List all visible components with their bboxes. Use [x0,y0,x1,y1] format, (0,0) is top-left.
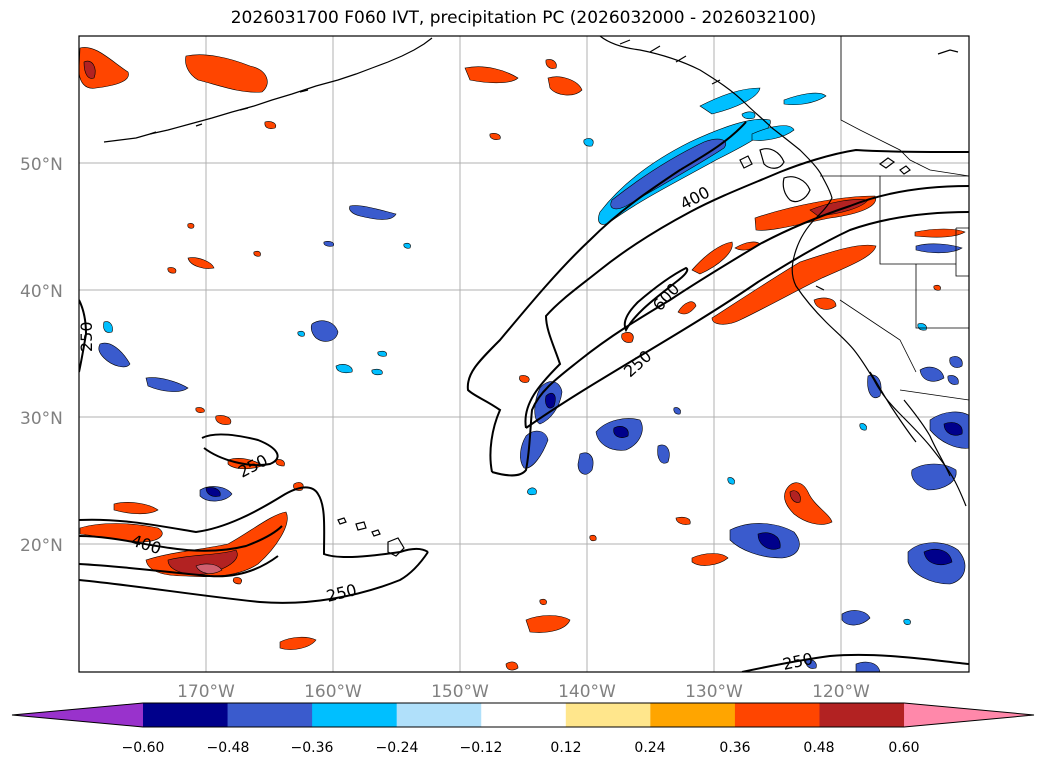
lat-label: 20°N [20,536,63,556]
colorbar-labels: −0.60 −0.48 −0.36 −0.24 −0.12 0.12 0.24 … [122,740,920,756]
colorbar-tick-label: 0.12 [550,740,581,756]
colorbar-segment [312,703,398,727]
colorbar-tick-label: −0.60 [122,740,165,756]
colorbar-tick-label: 0.36 [719,740,750,756]
political-borders [820,36,969,401]
lat-label: 40°N [20,282,63,302]
positive-precip-areas [79,47,966,671]
colorbar-tick-label: 0.48 [803,740,834,756]
longitude-labels: 170°W 160°W 150°W 140°W 130°W 120°W [177,682,870,702]
colorbar-segment [227,703,313,727]
colorbar-tick-label: 0.60 [888,740,919,756]
lon-label: 160°W [304,682,362,702]
lat-label: 50°N [20,155,63,175]
lon-label: 140°W [558,682,616,702]
colorbar-tick-label: −0.24 [376,740,419,756]
colorbar-tick-label: −0.48 [207,740,250,756]
colorbar-segment [819,703,905,727]
map-title: 2026031700 F060 IVT, precipitation PC (2… [230,8,817,28]
colorbar-tick-label: −0.36 [291,740,334,756]
ivt-contours [79,121,969,672]
lon-label: 150°W [431,682,489,702]
colorbar-outline [11,702,1035,728]
colorbar-segment [565,703,651,727]
lon-label: 120°W [812,682,870,702]
colorbar-tick-label: −0.12 [460,740,503,756]
colorbar-tick-label: 0.24 [634,740,665,756]
colorbar-segment [650,703,736,727]
negative-precip-areas [98,87,969,672]
coastlines [103,36,967,557]
colorbar-extend-high [904,703,1034,727]
lon-label: 170°W [177,682,235,702]
latitude-labels: 50°N 40°N 30°N 20°N [20,155,63,556]
colorbar-segment [481,703,567,727]
map-area [79,36,969,672]
map-frame [78,35,970,673]
colorbar-extend-low [12,703,143,727]
colorbar [11,702,1035,728]
contour-label: 250 [77,321,96,352]
colorbar-segment [143,703,229,727]
colorbar-segment [734,703,820,727]
colorbar-segment [396,703,482,727]
lon-label: 130°W [685,682,743,702]
lat-label: 30°N [20,409,63,429]
